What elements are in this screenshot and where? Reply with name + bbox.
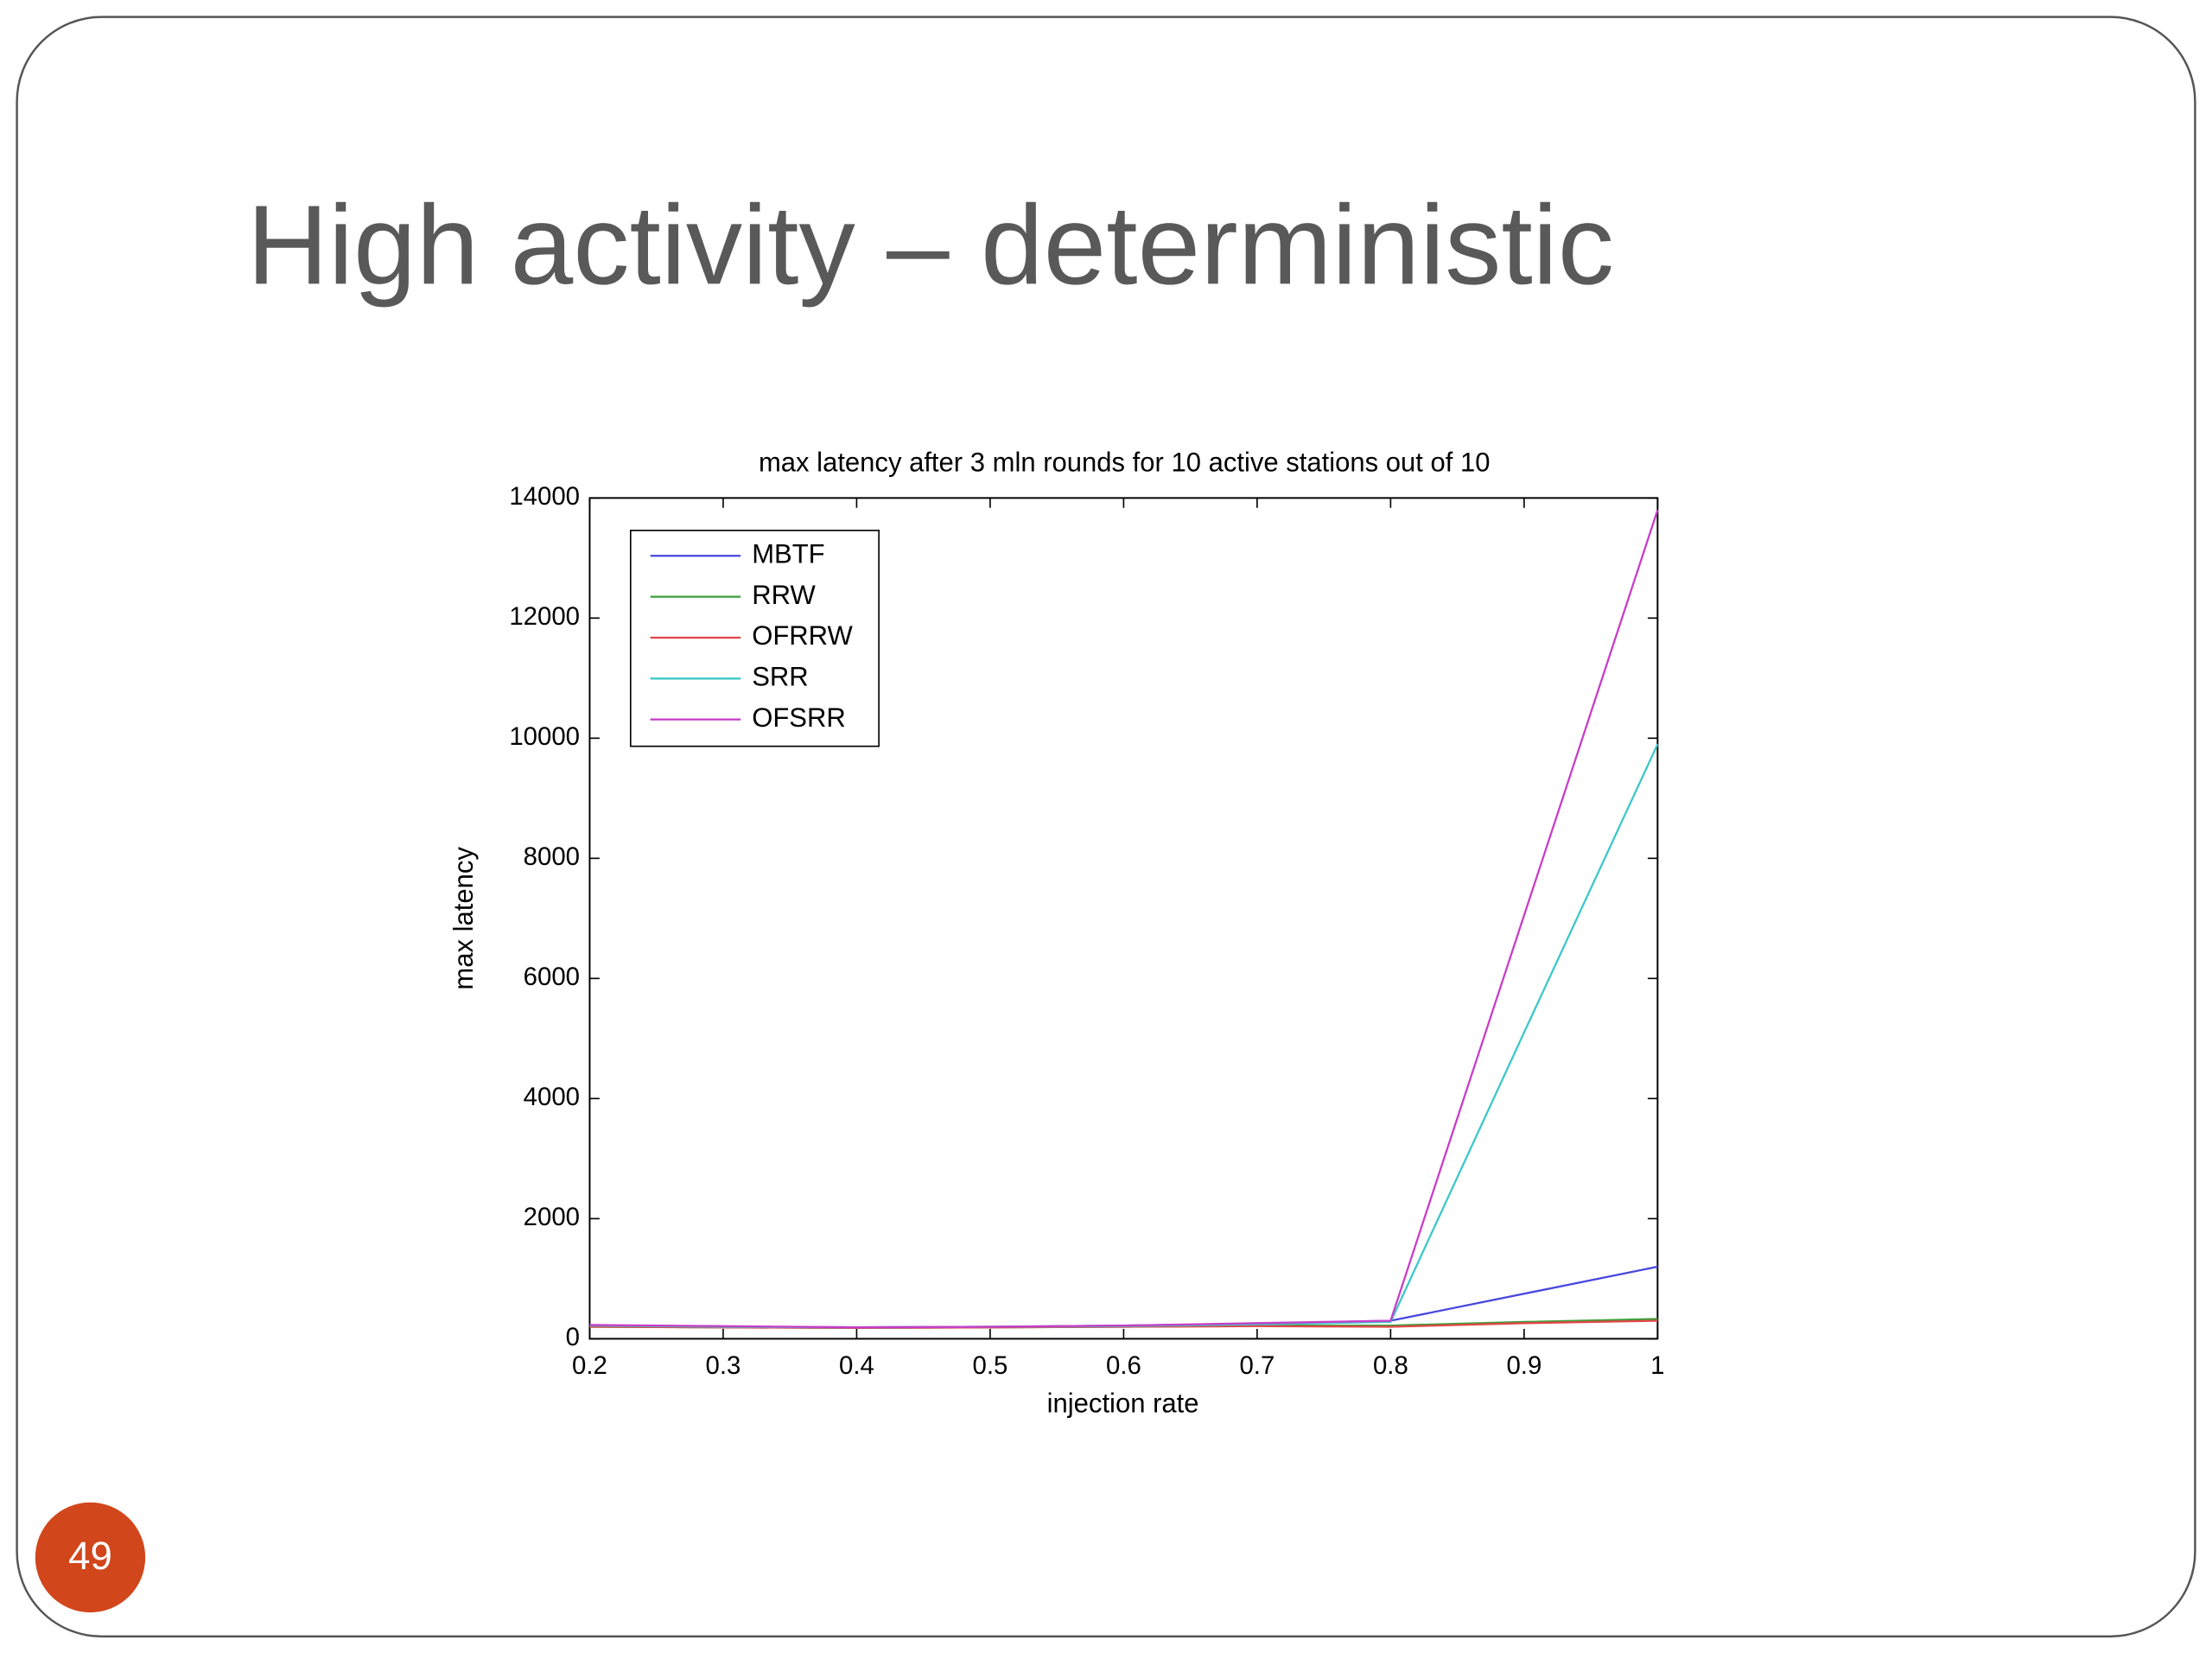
x-axis-label: injection rate bbox=[1047, 1388, 1199, 1418]
y-tick-label: 8000 bbox=[524, 842, 580, 871]
x-tick-label: 0.5 bbox=[972, 1351, 1007, 1380]
y-tick-label: 6000 bbox=[524, 963, 580, 991]
legend-label: SRR bbox=[752, 661, 808, 691]
y-axis-label: max latency bbox=[448, 847, 479, 990]
y-tick-label: 12000 bbox=[509, 602, 580, 631]
y-tick-label: 2000 bbox=[524, 1203, 580, 1231]
x-tick-label: 1 bbox=[1650, 1351, 1664, 1380]
y-tick-label: 0 bbox=[566, 1323, 580, 1351]
legend-label: OFSRR bbox=[752, 702, 846, 733]
chart-title: max latency after 3 mln rounds for 10 ac… bbox=[759, 447, 1490, 477]
slide-title: High activity – deterministic bbox=[247, 181, 1614, 308]
x-tick-label: 0.7 bbox=[1239, 1351, 1274, 1380]
x-tick-label: 0.6 bbox=[1106, 1351, 1141, 1380]
legend-label: MBTF bbox=[752, 538, 824, 569]
x-tick-label: 0.8 bbox=[1373, 1351, 1408, 1380]
legend-label: RRW bbox=[752, 580, 816, 610]
x-tick-label: 0.9 bbox=[1506, 1351, 1541, 1380]
x-tick-label: 0.2 bbox=[572, 1351, 607, 1380]
page-badge bbox=[35, 1502, 146, 1613]
legend-label: OFRRW bbox=[752, 620, 853, 651]
y-tick-label: 14000 bbox=[509, 482, 580, 511]
y-tick-label: 4000 bbox=[524, 1083, 580, 1111]
page-number: 49 bbox=[68, 1534, 112, 1578]
x-tick-label: 0.4 bbox=[839, 1351, 874, 1380]
x-tick-label: 0.3 bbox=[706, 1351, 741, 1380]
series-line bbox=[589, 509, 1659, 1329]
y-tick-label: 10000 bbox=[509, 722, 580, 751]
